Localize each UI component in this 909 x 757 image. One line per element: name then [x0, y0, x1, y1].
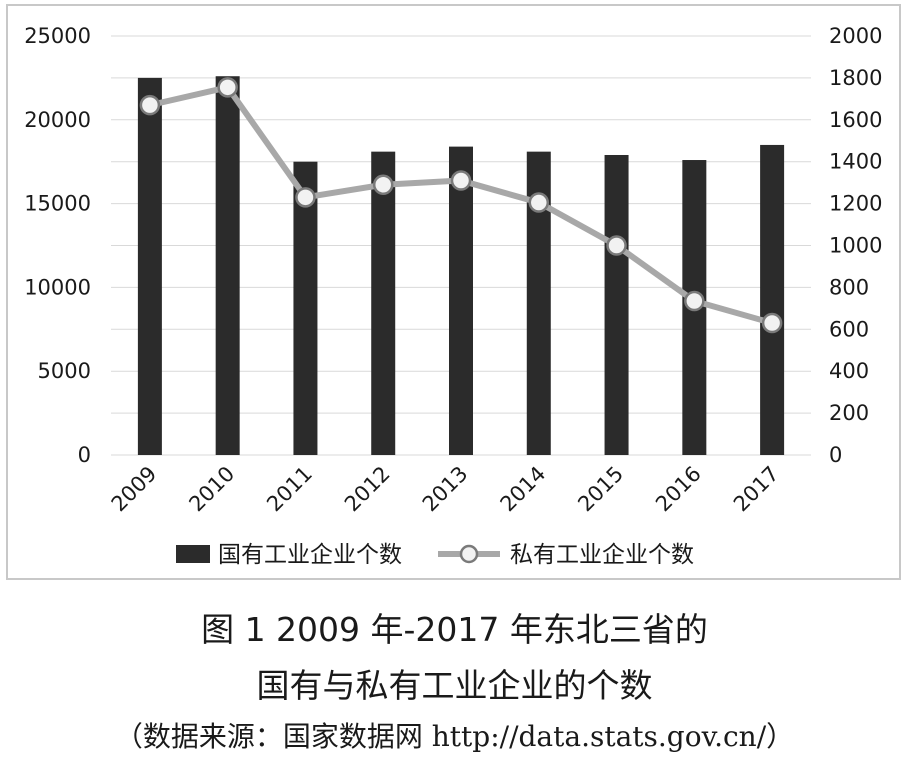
figure-source-note: （数据来源：国家数据网 http://data.stats.gov.cn/） — [114, 720, 795, 753]
combo-chart: 2500020000150001000050000200018001600140… — [24, 24, 882, 568]
x-tick-label: 2015 — [573, 462, 628, 517]
bar — [293, 161, 318, 455]
x-tick-label: 2011 — [262, 462, 317, 517]
legend-swatch-bar — [176, 545, 210, 563]
y-right-tick-label: 600 — [829, 317, 869, 341]
legend-swatch-marker — [459, 544, 479, 564]
y-right-tick-label: 1000 — [829, 234, 882, 258]
bar — [760, 144, 785, 455]
figure-caption-line2: 国有与私有工业企业的个数 — [256, 666, 653, 705]
y-right-tick-label: 1600 — [829, 108, 882, 132]
line-point — [217, 77, 238, 98]
y-left-tick-label: 25000 — [24, 24, 91, 48]
line-point — [372, 174, 394, 195]
x-tick-label: 2014 — [496, 462, 551, 517]
legend-label-bar: 国有工业企业个数 — [218, 542, 402, 568]
bar — [449, 146, 473, 455]
figure-caption-line1: 图 1 2009 年-2017 年东北三省的 — [201, 610, 708, 649]
chart-frame: 25000 20000 15000 10000 5000 0 2000 1800 1600 140… — [6, 4, 901, 580]
y-right-tick-label: 1200 — [829, 192, 882, 216]
y-left-tick-label: 0 — [78, 443, 91, 467]
bar — [371, 151, 396, 456]
line-point — [761, 312, 783, 334]
x-tick-label: 2010 — [184, 462, 239, 517]
line-point — [295, 187, 316, 208]
line-point — [139, 94, 161, 116]
y-right-tick-label: 1400 — [829, 150, 882, 174]
bar — [137, 77, 162, 456]
y-left-tick-label: 20000 — [24, 108, 91, 132]
y-left-tick-label: 15000 — [24, 192, 91, 216]
y-right-tick-label: 0 — [829, 443, 842, 467]
y-right-tick-label: 2000 — [829, 24, 882, 48]
legend-label-line: 私有工业企业个数 — [510, 542, 694, 568]
y-left-tick-label: 10000 — [24, 275, 91, 299]
line-point — [528, 192, 550, 213]
y-right-tick-label: 400 — [829, 359, 869, 383]
x-tick-label: 2012 — [340, 462, 395, 517]
x-tick-label: 2013 — [418, 462, 473, 517]
bar — [215, 76, 240, 455]
line-point — [450, 170, 472, 191]
x-tick-label: 2009 — [107, 462, 162, 517]
bar — [604, 154, 629, 455]
line-point — [684, 290, 705, 312]
line-point — [606, 235, 627, 256]
x-tick-label: 2017 — [729, 462, 784, 517]
y-left-tick-label: 5000 — [38, 359, 91, 383]
y-right-tick-label: 1800 — [829, 66, 882, 90]
y-right-tick-label: 800 — [829, 275, 869, 299]
y-right-tick-label: 200 — [829, 401, 869, 425]
x-tick-label: 2016 — [651, 462, 706, 517]
